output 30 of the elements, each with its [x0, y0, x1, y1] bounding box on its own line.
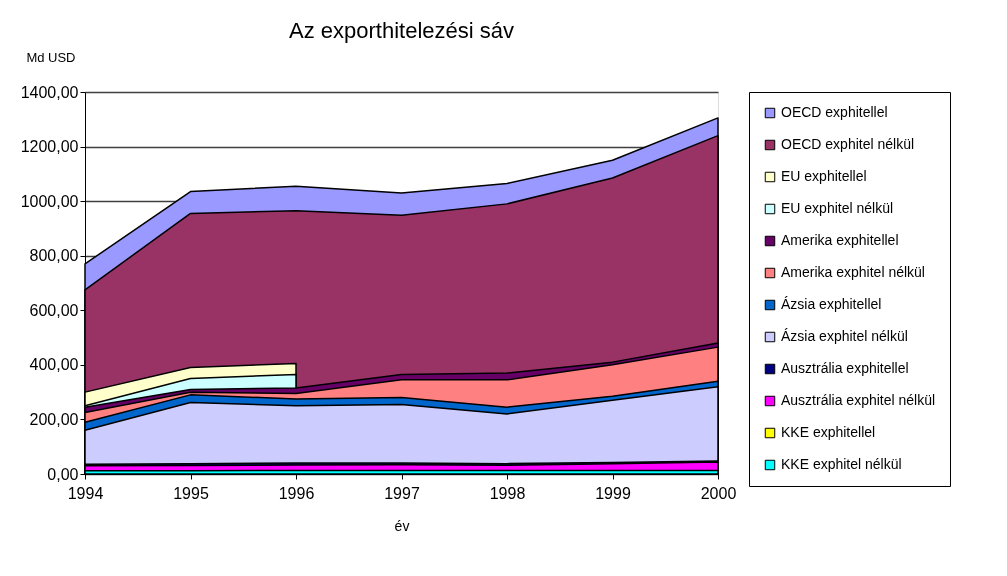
x-tick-label: 1994: [67, 484, 104, 502]
legend-label: KKE exphitellel: [781, 424, 876, 440]
legend-label: Amerika exphitel nélkül: [781, 264, 925, 280]
legend-label: Ázsia exphitellel: [781, 296, 882, 312]
legend-label: OECD exphitellel: [781, 104, 888, 120]
y-axis-title: Md USD: [26, 49, 76, 65]
x-tick-label: 1998: [489, 484, 526, 502]
legend-label: Amerika exphitellel: [781, 232, 899, 248]
y-tick-label: 400,00: [29, 356, 79, 374]
y-tick-label: 1400,00: [20, 83, 79, 101]
x-tick-label: 1997: [384, 484, 420, 502]
legend-label: Ausztrália exphitellel: [781, 360, 909, 376]
x-tick-label: 1995: [173, 484, 209, 502]
legend-label: Ázsia exphitel nélkül: [781, 328, 908, 344]
y-tick-label: 800,00: [29, 247, 79, 265]
x-tick-label: 1996: [278, 484, 315, 502]
x-tick-label: 2000: [700, 484, 737, 502]
legend-label: EU exphitel nélkül: [781, 200, 894, 216]
y-tick-label: 1000,00: [20, 192, 79, 210]
y-tick-label: 200,00: [29, 410, 79, 428]
y-tick-label: 600,00: [29, 301, 79, 319]
legend-label: OECD exphitel nélkül: [781, 136, 915, 152]
legend-label: EU exphitellel: [781, 168, 867, 184]
chart-title: Az exporthitelezési sáv: [289, 18, 514, 43]
y-tick-label: 1200,00: [20, 138, 79, 156]
x-tick-label: 1999: [595, 484, 631, 502]
legend-label: Ausztrália exphitel nélkül: [781, 392, 936, 408]
legend-label: KKE exphitel nélkül: [781, 456, 902, 472]
y-tick-label: 0,00: [47, 465, 79, 483]
x-axis-title: év: [394, 517, 410, 534]
